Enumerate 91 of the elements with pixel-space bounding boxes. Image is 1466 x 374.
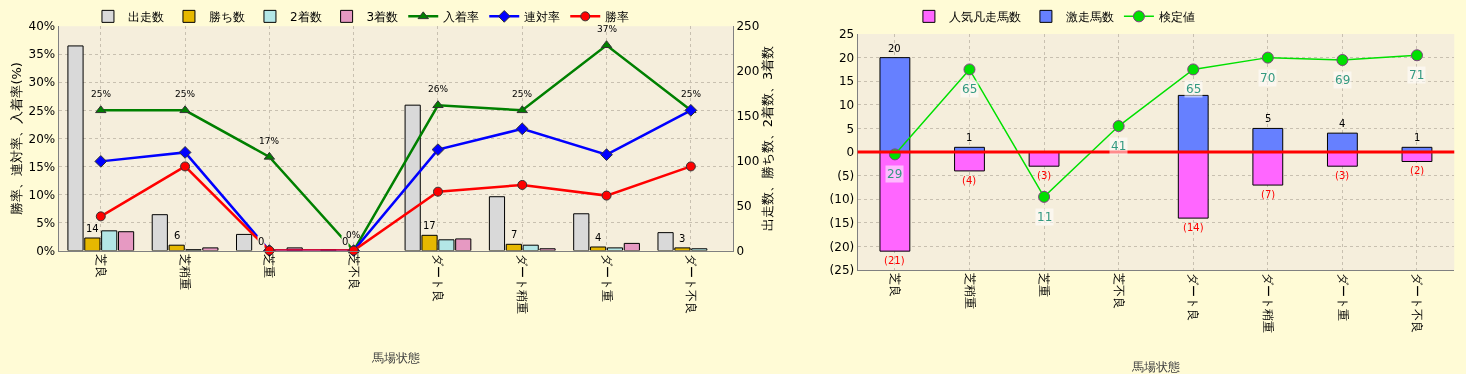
x-tick-label: ダート重 [599, 253, 614, 302]
x-tick-label: ダート重 [1335, 273, 1350, 322]
y-tick-label: 25 [838, 27, 855, 42]
data-label: 70 [1260, 71, 1276, 85]
data-label: (14) [1183, 222, 1204, 233]
y-tick-label: 20 [838, 50, 855, 65]
data-label: (21) [884, 255, 905, 266]
y-axis-title: 勝率、連対率、入着率(%) [8, 62, 24, 215]
data-label: 11 [1037, 210, 1053, 224]
data-label: 65 [962, 82, 978, 96]
y-tick-label: (20) [829, 239, 855, 254]
data-label: 26% [428, 84, 449, 94]
data-label: 6 [174, 230, 181, 241]
data-label: (4) [962, 175, 977, 186]
data-label: 14 [86, 223, 99, 234]
data-label: 29 [887, 167, 903, 181]
y-tick-label: 0 [846, 145, 855, 160]
data-label: 25% [175, 89, 196, 99]
y-tick-label: 25% [28, 103, 56, 118]
x-tick-label: 芝良 [888, 273, 902, 298]
y-tick-label: 10% [28, 187, 56, 202]
data-label: 20 [888, 43, 901, 54]
data-label: 17% [259, 136, 280, 146]
data-label: 0 [258, 236, 265, 247]
y-tick-label: 0% [36, 243, 56, 258]
data-label: 4 [1339, 118, 1346, 129]
y-tick-label: (10) [829, 192, 855, 207]
x-tick-label: ダート良 [431, 253, 446, 302]
y-tick-label: (15) [829, 216, 855, 231]
y-tick-label: 30% [28, 75, 56, 90]
legend-label: 激走馬数 [1065, 10, 1114, 25]
x-tick-label: ダート稍重 [515, 253, 530, 314]
x-tick-label: ダート稍重 [1260, 273, 1275, 334]
x-tick-label: 芝不良 [1111, 273, 1126, 310]
x-tick-label: 芝不良 [346, 253, 361, 290]
y2-tick-label: 150 [736, 109, 760, 124]
y2-axis-title: 出走数、勝ち数、2着数、3着数 [759, 45, 775, 232]
y2-tick-label: 50 [736, 198, 752, 213]
data-label: 17 [423, 220, 436, 231]
x-tick-label: ダート良 [1186, 273, 1201, 322]
data-label: 25% [91, 89, 112, 99]
legend-label: 検定値 [1158, 10, 1195, 25]
legend-label: 2着数 [289, 10, 322, 25]
legend-label: 入着率 [443, 10, 480, 25]
legend-label: 勝率 [605, 10, 630, 25]
legend-label: 3着数 [366, 10, 399, 25]
data-label: 4 [595, 232, 602, 243]
x-tick-label: 芝重 [1037, 273, 1052, 298]
x-tick-label: 芝良 [93, 253, 108, 278]
x-tick-label: 芝重 [262, 253, 277, 278]
data-label: 7 [511, 229, 518, 240]
y-tick-label: (25) [829, 263, 855, 278]
y2-tick-label: 200 [736, 64, 760, 79]
data-label: 41 [1111, 139, 1127, 153]
legend-label: 人気凡走馬数 [948, 10, 1021, 25]
y-tick-label: 5% [36, 215, 56, 230]
legend-label: 連対率 [524, 10, 561, 25]
data-label: 25% [512, 89, 533, 99]
x-tick-label: ダート不良 [1410, 273, 1425, 334]
data-label: (7) [1261, 189, 1276, 200]
y-tick-label: 20% [28, 131, 56, 146]
data-label: 0 [342, 236, 349, 247]
y-tick-label: (5) [837, 168, 855, 183]
data-label: (2) [1410, 165, 1425, 176]
y-tick-label: 40% [28, 19, 56, 34]
data-label: 65 [1186, 82, 1202, 96]
data-label: 5 [1265, 113, 1272, 124]
y-tick-label: 10 [838, 98, 855, 113]
x-tick-label: ダート不良 [683, 253, 698, 314]
data-label: 69 [1335, 73, 1351, 87]
data-label: 3 [679, 233, 686, 244]
legend-label: 勝ち数 [208, 10, 245, 25]
y2-tick-label: 250 [736, 19, 760, 34]
y2-tick-label: 0 [736, 243, 745, 258]
y2-tick-label: 100 [736, 154, 760, 169]
x-tick-label: 芝稍重 [962, 273, 977, 310]
x-tick-label: 芝稍重 [178, 253, 193, 290]
data-label: (3) [1335, 170, 1350, 181]
data-label: 1 [966, 132, 973, 143]
data-label: 25% [681, 89, 702, 99]
data-label: (3) [1037, 170, 1052, 181]
y-tick-label: 15% [28, 159, 56, 174]
y-tick-label: 15 [838, 74, 855, 89]
x-axis-title: 馬場状態 [1130, 360, 1180, 374]
y-tick-label: 35% [28, 47, 56, 62]
x-axis-title: 馬場状態 [370, 350, 420, 365]
data-label: 71 [1409, 68, 1425, 82]
data-label: 1 [1414, 132, 1421, 143]
data-label: 37% [597, 24, 618, 34]
legend-label: 出走数 [127, 10, 164, 25]
y-tick-label: 5 [846, 121, 855, 136]
